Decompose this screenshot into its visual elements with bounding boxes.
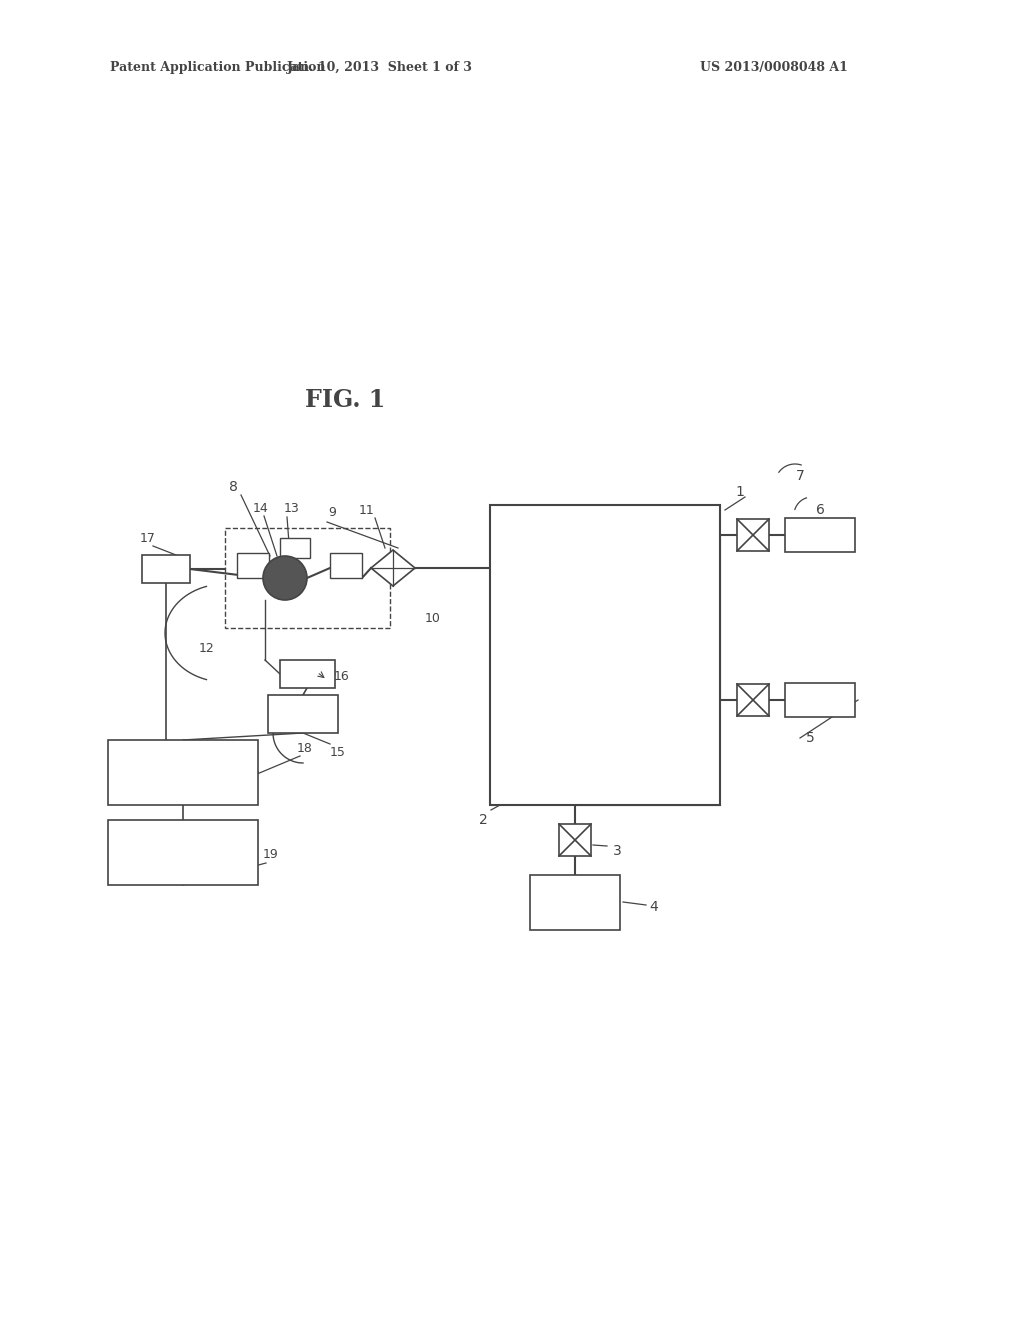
Bar (330, 553, 362, 578)
Bar (586, 589, 624, 619)
Text: 5: 5 (806, 731, 814, 744)
Bar (142, 554, 190, 583)
Bar (500, 550, 538, 581)
Text: 17: 17 (140, 532, 156, 544)
Bar (543, 550, 581, 581)
Text: 1: 1 (735, 484, 744, 499)
Text: FIG. 1: FIG. 1 (305, 388, 385, 412)
Bar (530, 875, 620, 931)
Bar (500, 589, 538, 619)
Text: 8: 8 (228, 480, 238, 494)
Text: 19: 19 (263, 849, 279, 862)
Text: 11: 11 (359, 503, 375, 516)
Bar (629, 627, 667, 657)
Text: 6: 6 (815, 503, 824, 517)
Bar (785, 517, 855, 552)
Text: 3: 3 (612, 843, 622, 858)
Bar (225, 528, 390, 628)
Bar (629, 665, 667, 696)
Bar (629, 513, 667, 543)
Bar (500, 627, 538, 657)
Text: Jan. 10, 2013  Sheet 1 of 3: Jan. 10, 2013 Sheet 1 of 3 (287, 62, 473, 74)
Text: 4: 4 (649, 900, 658, 913)
Bar (785, 682, 855, 717)
Text: 14: 14 (253, 502, 269, 515)
Text: 9: 9 (328, 506, 336, 519)
Bar (737, 519, 769, 550)
Polygon shape (371, 550, 415, 586)
Bar (108, 741, 258, 805)
Bar (500, 665, 538, 696)
Text: 16: 16 (334, 669, 350, 682)
Bar (500, 513, 538, 543)
Bar (543, 627, 581, 657)
Bar (543, 665, 581, 696)
Bar (672, 550, 710, 581)
Bar (559, 824, 591, 855)
Bar (672, 627, 710, 657)
Bar (268, 696, 338, 733)
Text: 13: 13 (284, 503, 300, 516)
Bar (737, 684, 769, 715)
Text: Patent Application Publication: Patent Application Publication (110, 62, 326, 74)
Bar (586, 665, 624, 696)
Bar (672, 513, 710, 543)
Circle shape (263, 556, 307, 601)
Bar (490, 506, 720, 805)
Text: 15: 15 (330, 746, 346, 759)
Bar (586, 550, 624, 581)
Bar (586, 627, 624, 657)
Text: 10: 10 (425, 611, 441, 624)
Bar (543, 513, 581, 543)
Bar (280, 660, 335, 688)
Bar (280, 539, 310, 558)
Bar (586, 513, 624, 543)
Text: US 2013/0008048 A1: US 2013/0008048 A1 (700, 62, 848, 74)
Text: 18: 18 (297, 742, 313, 755)
Bar (108, 820, 258, 884)
Bar (672, 589, 710, 619)
Bar (629, 589, 667, 619)
Text: 12: 12 (199, 642, 215, 655)
Bar (543, 589, 581, 619)
Bar (629, 550, 667, 581)
Bar (237, 553, 269, 578)
Bar (672, 665, 710, 696)
Text: 7: 7 (796, 469, 805, 483)
Text: 2: 2 (478, 813, 487, 828)
